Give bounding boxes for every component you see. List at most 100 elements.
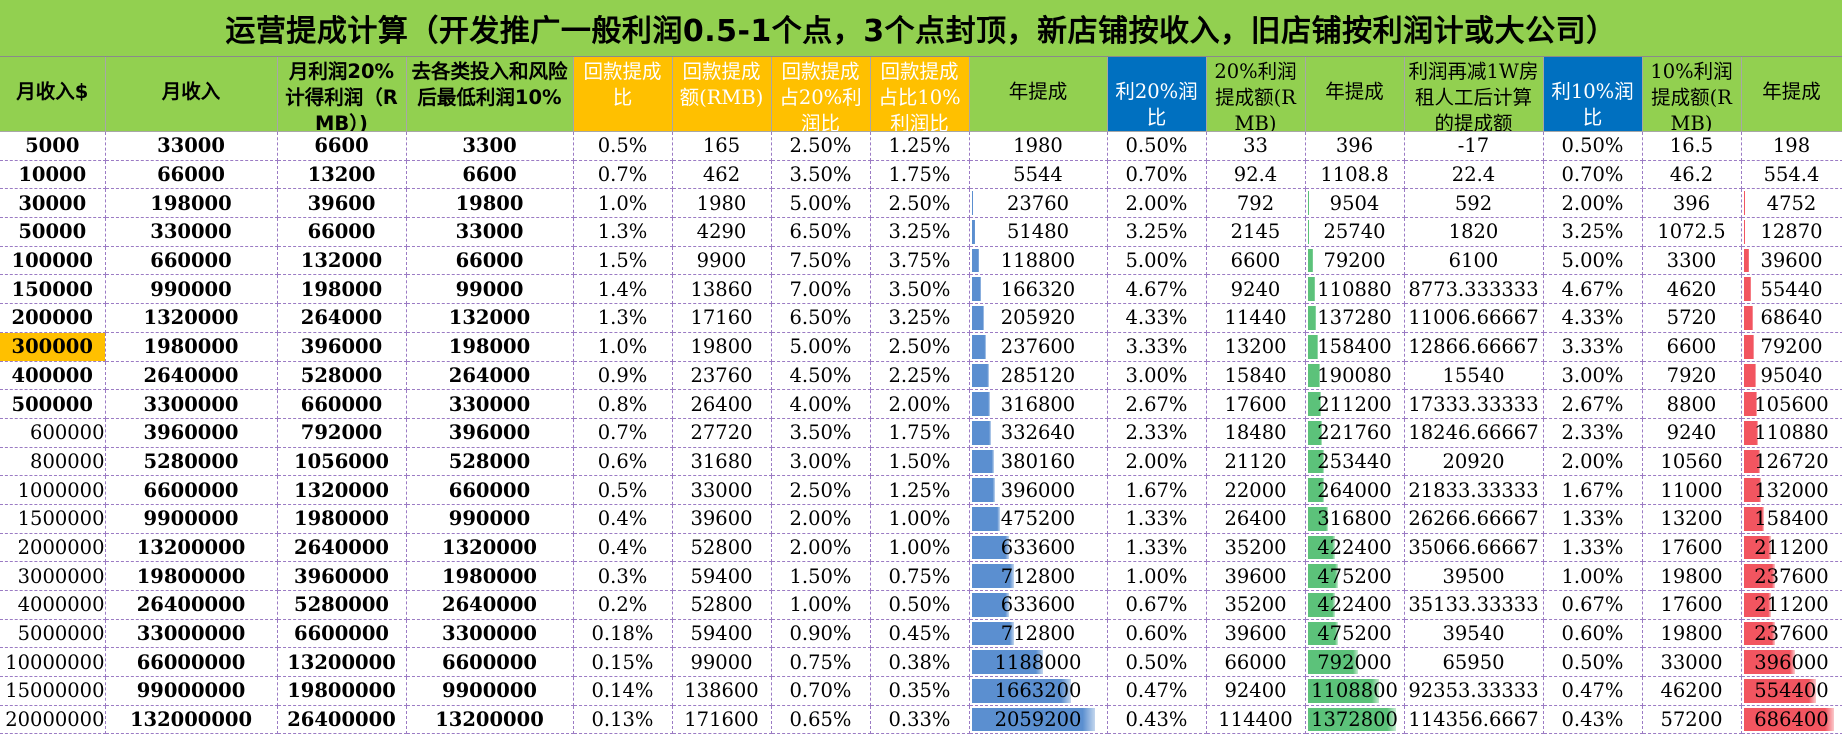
table-cell[interactable]: 330000 bbox=[406, 390, 573, 419]
table-cell[interactable]: 3.25% bbox=[1107, 218, 1206, 247]
table-cell[interactable]: 1.25% bbox=[870, 476, 969, 505]
table-cell[interactable]: 462 bbox=[672, 160, 771, 189]
table-cell[interactable]: 2640000 bbox=[406, 591, 573, 620]
table-cell[interactable]: 2.00% bbox=[1543, 447, 1642, 476]
table-cell[interactable]: 39600 bbox=[1206, 619, 1305, 648]
table-cell[interactable]: 2.67% bbox=[1543, 390, 1642, 419]
table-cell[interactable]: 39600 bbox=[672, 504, 771, 533]
table-cell[interactable]: 2145 bbox=[1206, 218, 1305, 247]
table-cell[interactable]: 3960000 bbox=[277, 562, 406, 591]
table-cell[interactable]: 5280000 bbox=[277, 591, 406, 620]
table-cell[interactable]: 1372800 bbox=[1305, 705, 1404, 734]
table-cell[interactable]: 0.14% bbox=[573, 677, 672, 706]
table-cell[interactable]: 17160 bbox=[672, 304, 771, 333]
table-cell[interactable]: 52800 bbox=[672, 533, 771, 562]
table-cell[interactable]: 1.25% bbox=[870, 132, 969, 161]
table-cell[interactable]: 13200000 bbox=[406, 705, 573, 734]
table-cell[interactable]: 13200 bbox=[1642, 504, 1741, 533]
table-cell[interactable]: 118800 bbox=[969, 246, 1107, 275]
header-cell[interactable]: 10%利润提成额(RMB) bbox=[1642, 57, 1741, 132]
header-cell[interactable]: 去各类投入和风险后最低利润10% bbox=[406, 57, 573, 132]
table-cell[interactable]: 4.67% bbox=[1543, 275, 1642, 304]
table-cell[interactable]: 0.70% bbox=[1107, 160, 1206, 189]
header-cell[interactable]: 利润再减1W房租人工后计算的提成额 bbox=[1404, 57, 1543, 132]
table-cell[interactable]: 0.5% bbox=[573, 476, 672, 505]
table-cell[interactable]: 528000 bbox=[406, 447, 573, 476]
table-cell[interactable]: 2.50% bbox=[870, 332, 969, 361]
table-cell[interactable]: 3.50% bbox=[870, 275, 969, 304]
header-cell[interactable]: 年提成 bbox=[1305, 57, 1404, 132]
table-cell[interactable]: 0.38% bbox=[870, 648, 969, 677]
table-cell[interactable]: 0.75% bbox=[870, 562, 969, 591]
header-cell[interactable]: 利10%润比 bbox=[1543, 57, 1642, 132]
table-cell[interactable]: 1980 bbox=[969, 132, 1107, 161]
table-cell[interactable]: 554400 bbox=[1741, 677, 1842, 706]
table-cell[interactable]: 51480 bbox=[969, 218, 1107, 247]
table-cell[interactable]: 66000000 bbox=[105, 648, 277, 677]
table-cell[interactable]: 0.18% bbox=[573, 619, 672, 648]
table-cell[interactable]: 3.33% bbox=[1543, 332, 1642, 361]
table-cell[interactable]: 1.75% bbox=[870, 160, 969, 189]
table-cell[interactable]: 65950 bbox=[1404, 648, 1543, 677]
table-cell[interactable]: 50000 bbox=[0, 218, 105, 247]
table-cell[interactable]: 4.33% bbox=[1107, 304, 1206, 333]
table-cell[interactable]: 92400 bbox=[1206, 677, 1305, 706]
table-cell[interactable]: 0.50% bbox=[1543, 132, 1642, 161]
table-cell[interactable]: 422400 bbox=[1305, 533, 1404, 562]
table-cell[interactable]: 0.5% bbox=[573, 132, 672, 161]
table-cell[interactable]: 990000 bbox=[105, 275, 277, 304]
table-cell[interactable]: 35200 bbox=[1206, 591, 1305, 620]
table-cell[interactable]: 92.4 bbox=[1206, 160, 1305, 189]
table-cell[interactable]: 17600 bbox=[1642, 591, 1741, 620]
table-cell[interactable]: 52800 bbox=[672, 591, 771, 620]
table-cell[interactable]: 22000 bbox=[1206, 476, 1305, 505]
table-cell[interactable]: 1.3% bbox=[573, 304, 672, 333]
table-cell[interactable]: 396 bbox=[1305, 132, 1404, 161]
table-cell[interactable]: 13860 bbox=[672, 275, 771, 304]
table-cell[interactable]: 1108.8 bbox=[1305, 160, 1404, 189]
table-cell[interactable]: 792000 bbox=[277, 418, 406, 447]
table-cell[interactable]: 3960000 bbox=[105, 418, 277, 447]
header-cell[interactable]: 年提成 bbox=[1741, 57, 1842, 132]
table-cell[interactable]: 105600 bbox=[1741, 390, 1842, 419]
header-cell[interactable]: 回款提成占20%利润比 bbox=[771, 57, 870, 132]
table-cell[interactable]: 396000 bbox=[277, 332, 406, 361]
table-cell[interactable]: 330000 bbox=[105, 218, 277, 247]
table-cell[interactable]: 264000 bbox=[1305, 476, 1404, 505]
table-cell[interactable]: 1320000 bbox=[406, 533, 573, 562]
table-cell[interactable]: 2.33% bbox=[1107, 418, 1206, 447]
table-cell[interactable]: 190080 bbox=[1305, 361, 1404, 390]
table-cell[interactable]: 633600 bbox=[969, 533, 1107, 562]
table-cell[interactable]: 18480 bbox=[1206, 418, 1305, 447]
table-cell[interactable]: 13200 bbox=[1206, 332, 1305, 361]
table-cell[interactable]: 99000 bbox=[406, 275, 573, 304]
table-cell[interactable]: 316800 bbox=[1305, 504, 1404, 533]
table-cell[interactable]: 39600 bbox=[1741, 246, 1842, 275]
table-cell[interactable]: 22.4 bbox=[1404, 160, 1543, 189]
table-cell[interactable]: 1.33% bbox=[1543, 504, 1642, 533]
table-cell[interactable]: 4000000 bbox=[0, 591, 105, 620]
table-cell[interactable]: 5544 bbox=[969, 160, 1107, 189]
table-cell[interactable]: 5.00% bbox=[771, 189, 870, 218]
table-cell[interactable]: 237600 bbox=[969, 332, 1107, 361]
table-cell[interactable]: 26400 bbox=[1206, 504, 1305, 533]
table-cell[interactable]: 9504 bbox=[1305, 189, 1404, 218]
table-cell[interactable]: 2.00% bbox=[771, 504, 870, 533]
table-cell[interactable]: 205920 bbox=[969, 304, 1107, 333]
table-cell[interactable]: 6.50% bbox=[771, 304, 870, 333]
table-cell[interactable]: 500000 bbox=[0, 390, 105, 419]
table-cell[interactable]: 475200 bbox=[1305, 619, 1404, 648]
table-cell[interactable]: 592 bbox=[1404, 189, 1543, 218]
table-cell[interactable]: 20000000 bbox=[0, 705, 105, 734]
table-cell[interactable]: 1.00% bbox=[870, 504, 969, 533]
table-cell[interactable]: 600000 bbox=[0, 418, 105, 447]
table-cell[interactable]: 554.4 bbox=[1741, 160, 1842, 189]
table-cell[interactable]: 6600000 bbox=[277, 619, 406, 648]
table-cell[interactable]: 12866.66667 bbox=[1404, 332, 1543, 361]
table-cell[interactable]: 792000 bbox=[1305, 648, 1404, 677]
table-cell[interactable]: 0.7% bbox=[573, 418, 672, 447]
table-cell[interactable]: 1.33% bbox=[1107, 533, 1206, 562]
table-cell[interactable]: 3.00% bbox=[771, 447, 870, 476]
table-cell[interactable]: 396000 bbox=[406, 418, 573, 447]
table-cell[interactable]: 1320000 bbox=[105, 304, 277, 333]
